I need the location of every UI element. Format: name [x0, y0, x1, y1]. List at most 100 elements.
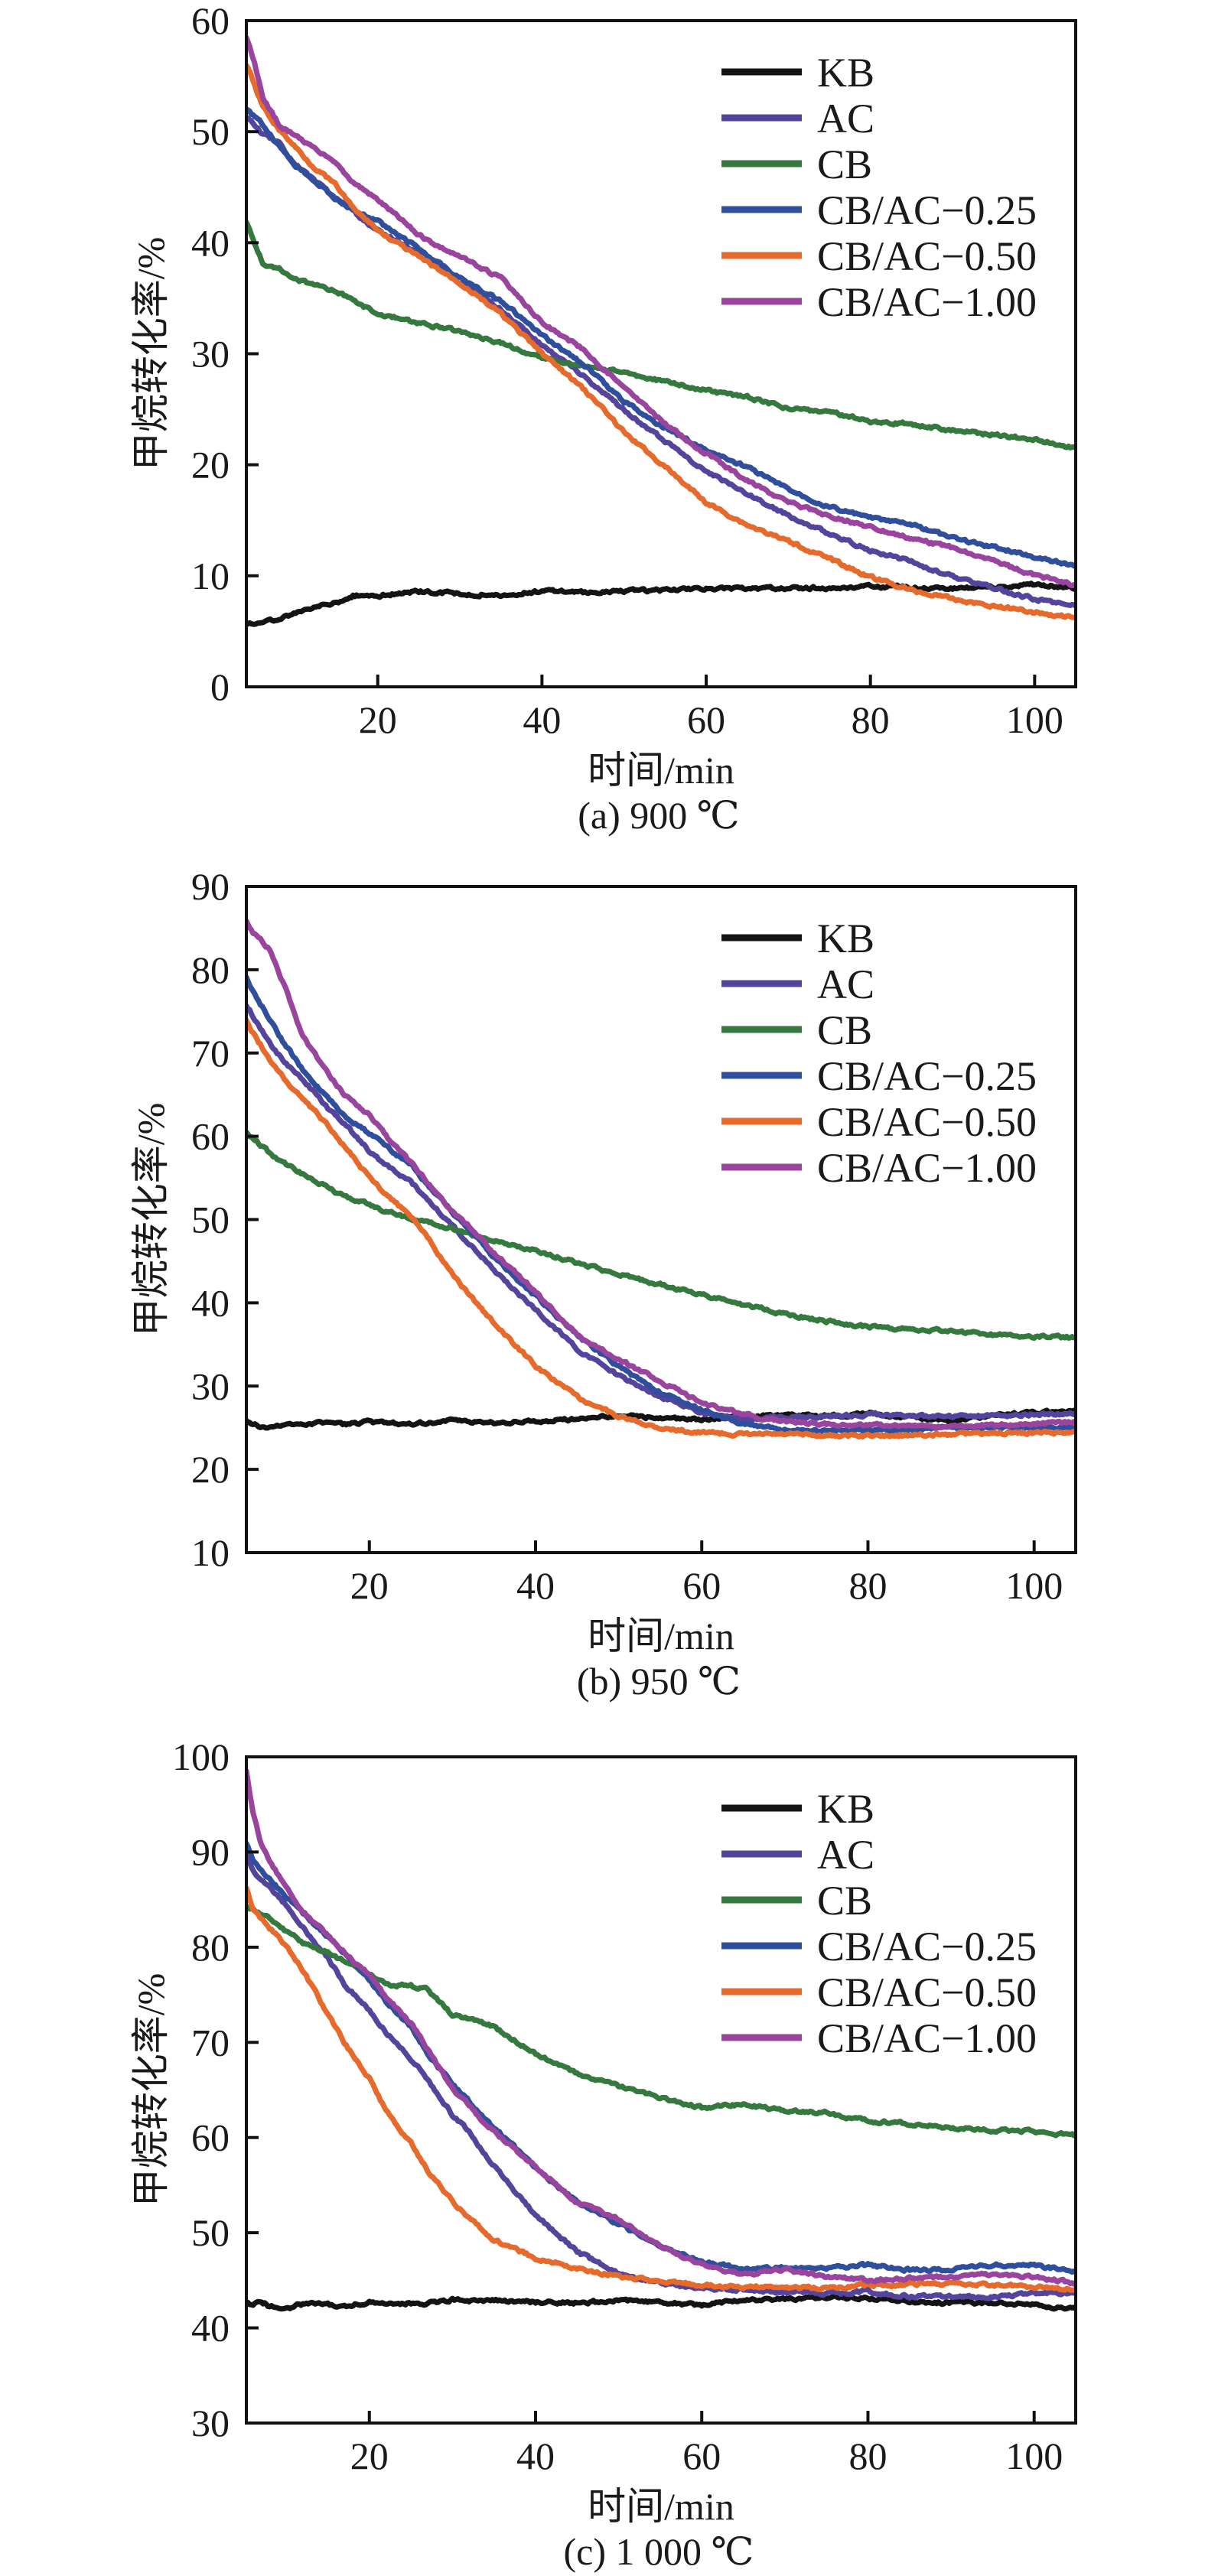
legend-label: CB/AC−1.00 [817, 2015, 1037, 2061]
y-tick-label: 60 [191, 2116, 230, 2159]
legend-label: CB [817, 1878, 872, 1924]
legend-label: KB [817, 1786, 874, 1832]
series-line-cb [246, 220, 1076, 451]
x-tick-label: 60 [687, 698, 725, 741]
x-axis-label: 时间/min [588, 1615, 734, 1657]
series-line-cb-ac-0-25 [246, 106, 1076, 569]
plot-frame [245, 1755, 1077, 2425]
legend-item: AC [721, 96, 874, 141]
x-tick-label: 100 [1005, 2435, 1063, 2477]
series-line-cb-ac-1-00 [246, 1768, 1076, 2287]
legend-item: CB/AC−0.25 [721, 1053, 1037, 1099]
legend-item: AC [721, 1832, 874, 1878]
y-tick-label: 20 [191, 1448, 230, 1491]
x-tick-label: 100 [1005, 1564, 1063, 1607]
y-tick-label: 60 [191, 1115, 230, 1158]
y-tick-label: 50 [191, 2211, 230, 2254]
legend-item: KB [721, 1786, 874, 1832]
y-tick-label: 50 [191, 110, 230, 153]
legend-item: AC [721, 961, 874, 1007]
legend-label: KB [817, 50, 874, 96]
x-tick-label: 20 [350, 2435, 389, 2477]
legend-item: CB/AC−0.50 [721, 1099, 1037, 1145]
legend-item: KB [721, 50, 874, 96]
plot-area [246, 1768, 1076, 2312]
x-tick-label: 40 [516, 1564, 555, 1607]
series-line-cb-ac-0-50 [246, 1885, 1076, 2293]
x-tick-label: 100 [1006, 698, 1063, 741]
y-tick-label: 10 [191, 1531, 230, 1574]
legend-label: CB/AC−0.25 [817, 187, 1037, 233]
legend-item: CB [721, 1878, 872, 1924]
legend-item: CB [721, 141, 872, 187]
y-tick-label: 70 [191, 2021, 230, 2064]
y-tick-label: 90 [191, 865, 230, 908]
plot-area [246, 34, 1076, 628]
series-line-cb [246, 1904, 1076, 2139]
legend-label: CB/AC−0.25 [817, 1053, 1037, 1099]
x-tick-label: 80 [848, 2435, 887, 2477]
y-tick-label: 20 [191, 444, 230, 486]
x-tick-label: 40 [523, 698, 561, 741]
legend-label: CB/AC−1.00 [817, 279, 1037, 325]
legend-label: CB/AC−0.50 [817, 1099, 1037, 1145]
legend-label: CB/AC−0.25 [817, 1924, 1037, 1969]
legend-item: CB/AC−0.50 [721, 233, 1037, 279]
x-axis-label: 时间/min [588, 2485, 734, 2528]
y-tick-label: 30 [191, 1364, 230, 1407]
x-tick-label: 60 [682, 1564, 721, 1607]
series-line-cb-ac-1-00 [246, 34, 1076, 589]
legend-item: CB/AC−1.00 [721, 1145, 1037, 1191]
y-tick-label: 60 [191, 0, 230, 42]
y-tick-label: 80 [191, 948, 230, 991]
legend-label: CB/AC−0.50 [817, 233, 1037, 279]
y-tick-label: 0 [210, 665, 230, 708]
legend-label: CB/AC−0.50 [817, 1969, 1037, 2015]
y-tick-label: 80 [191, 1926, 230, 1969]
legend-item: CB/AC−0.25 [721, 1924, 1037, 1969]
y-tick-label: 40 [191, 221, 230, 264]
y-axis-label: 甲烷转化率/% [129, 1973, 172, 2207]
y-tick-label: 40 [191, 1281, 230, 1324]
y-tick-label: 30 [191, 333, 230, 376]
x-tick-label: 40 [516, 2435, 555, 2477]
panel-a: 0 10 20 30 40 50 60 20 40 60 80 100 KBACCBCB/AC−0.25… [129, 0, 1077, 837]
y-tick-label: 10 [191, 555, 230, 597]
panel-caption: (b) 950 ℃ [577, 1660, 741, 1703]
x-axis-label: 时间/min [588, 749, 734, 792]
legend-label: AC [817, 961, 874, 1007]
y-tick-label: 90 [191, 1830, 230, 1873]
legend-label: CB/AC−1.00 [817, 1145, 1037, 1191]
x-tick-label: 20 [359, 698, 397, 741]
legend-item: CB/AC−1.00 [721, 279, 1037, 325]
x-tick-label: 60 [682, 2435, 721, 2477]
panel-caption: (c) 1 000 ℃ [564, 2530, 754, 2573]
legend-label: AC [817, 1832, 874, 1878]
panel-caption: (a) 900 ℃ [578, 794, 739, 837]
series-line-kb [246, 2293, 1076, 2312]
legend-item: CB/AC−0.25 [721, 187, 1037, 233]
x-tick-label: 80 [848, 1564, 887, 1607]
series-line-kb [246, 1407, 1076, 1431]
series-line-cb-ac-0-50 [246, 1017, 1076, 1440]
x-tick-label: 80 [852, 698, 890, 741]
y-tick-label: 70 [191, 1032, 230, 1075]
y-tick-label: 100 [172, 1735, 230, 1778]
y-axis-label: 甲烷转化率/% [129, 1103, 172, 1337]
series-line-kb [246, 581, 1076, 628]
y-tick-label: 30 [191, 2402, 230, 2444]
plot-frame [245, 885, 1077, 1554]
legend-item: KB [721, 916, 874, 961]
series-line-cb-ac-0-50 [246, 62, 1076, 621]
y-tick-label: 40 [191, 2307, 230, 2350]
legend-label: CB [817, 141, 872, 187]
legend-item: CB/AC−0.50 [721, 1969, 1037, 2015]
legend-label: KB [817, 916, 874, 961]
